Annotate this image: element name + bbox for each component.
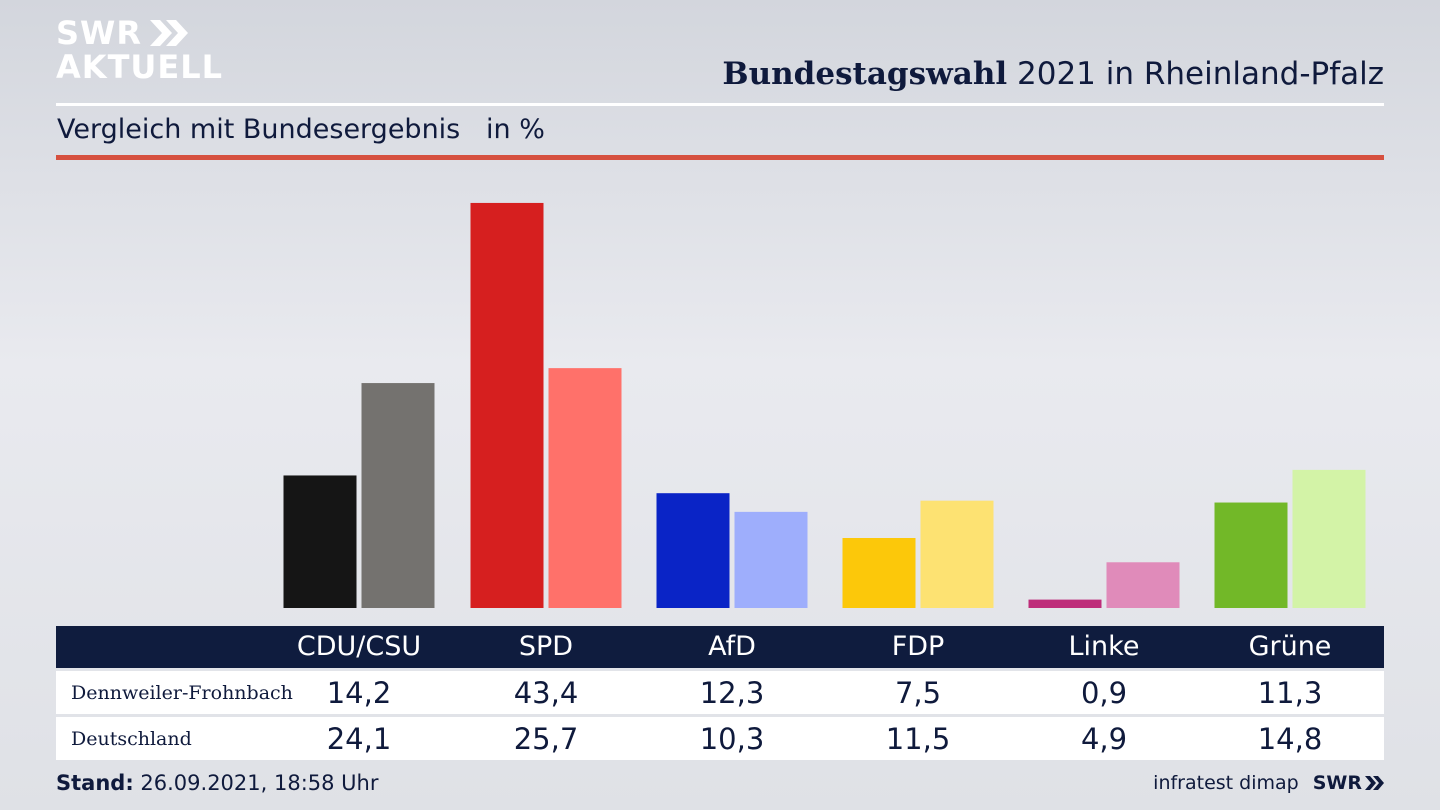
logo-line2: AKTUELL (56, 48, 224, 86)
double-chevron-icon (149, 20, 188, 46)
stand-label: Stand: (56, 771, 134, 795)
value-cell: 24,1 (326, 722, 392, 756)
results-table: CDU/CSU SPD AfD FDP Linke Grüne Dennweiler-Fr… (56, 626, 1384, 760)
value-cell: 12,3 (699, 676, 765, 710)
bar-local-1 (470, 202, 544, 608)
table-row: Deutschland 24,1 25,7 10,3 11,5 4,9 14,8 (56, 717, 1384, 760)
timestamp: Stand: 26.09.2021, 18:58 Uhr (56, 771, 379, 795)
header-divider (56, 103, 1384, 106)
value-cell: 10,3 (699, 722, 765, 756)
table-header-row: CDU/CSU SPD AfD FDP Linke Grüne (56, 626, 1384, 668)
footer-brand: SWR (1312, 772, 1362, 794)
footer-logo: SWR (1313, 772, 1384, 794)
bar-chart (283, 202, 1366, 608)
source-text: infratest dimap (1153, 772, 1299, 794)
bar-national-2 (734, 511, 808, 608)
bar-local-3 (842, 538, 916, 608)
bar-national-0 (361, 383, 435, 608)
column-header: AfD (708, 631, 756, 662)
title-rest: 2021 in Rheinland-Pfalz (1007, 56, 1384, 92)
logo-line1: SWR (56, 14, 142, 52)
row-label: Deutschland (71, 728, 192, 750)
value-cell: 11,5 (885, 722, 951, 756)
column-header: SPD (518, 631, 574, 662)
value-cell: 11,3 (1257, 676, 1323, 710)
bar-local-0 (283, 475, 357, 608)
chart-subtitle: Vergleich mit Bundesergebnis in % (57, 114, 545, 145)
bar-national-4 (1106, 562, 1180, 608)
bar-local-5 (1214, 502, 1288, 608)
bar-local-2 (656, 493, 730, 608)
stand-value: 26.09.2021, 18:58 Uhr (133, 771, 379, 795)
value-cell: 25,7 (513, 722, 579, 756)
value-cell: 4,9 (1080, 722, 1128, 756)
table-row: Dennweiler-Frohnbach 14,2 43,4 12,3 7,5 0,9 1… (56, 671, 1384, 714)
double-chevron-icon (1365, 776, 1384, 790)
bar-local-4 (1028, 599, 1102, 608)
bar-national-3 (920, 500, 994, 608)
value-cell: 14,2 (326, 676, 392, 710)
title-bold: Bundestagswahl (722, 56, 1008, 92)
bar-national-1 (548, 368, 622, 608)
column-header: Grüne (1248, 631, 1332, 662)
column-header: FDP (891, 631, 945, 662)
page-title: Bundestagswahl 2021 in Rheinland-Pfalz (722, 56, 1384, 92)
value-cell: 14,8 (1257, 722, 1323, 756)
row-label: Dennweiler-Frohnbach (71, 682, 293, 704)
value-cell: 43,4 (513, 676, 579, 710)
value-cell: 0,9 (1080, 676, 1128, 710)
value-cell: 7,5 (894, 676, 942, 710)
column-header: CDU/CSU (296, 631, 422, 662)
source-credit: infratest dimap SWR (1153, 772, 1384, 794)
swr-aktuell-logo: SWR AKTUELL (56, 16, 223, 84)
column-header: Linke (1068, 631, 1140, 662)
bar-national-5 (1292, 469, 1366, 608)
accent-divider (56, 155, 1384, 160)
